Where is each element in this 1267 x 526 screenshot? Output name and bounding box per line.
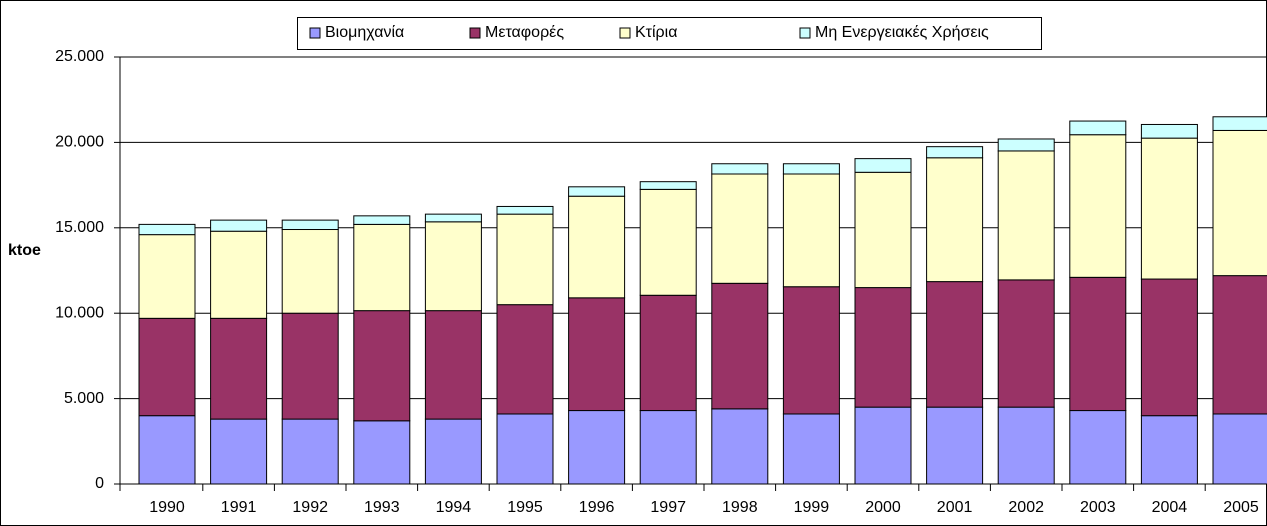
bar-segment (210, 219, 268, 232)
bar-segment (281, 312, 339, 420)
bar-segment (1140, 415, 1198, 485)
legend-swatch (799, 27, 811, 39)
legend-label: Μη Ενεργειακές Χρήσεις (815, 24, 989, 41)
bar-segment (353, 420, 411, 485)
bar-segment (496, 213, 554, 306)
x-tick-label: 1997 (650, 499, 686, 516)
x-tick-label: 1990 (149, 499, 185, 516)
bar-segment (424, 310, 482, 420)
bar-segment (926, 406, 984, 485)
bar-segment (424, 213, 482, 223)
bar-segment (997, 279, 1055, 408)
bar-segment (568, 195, 626, 299)
bar-segment (281, 418, 339, 485)
bar-segment (568, 410, 626, 485)
bar-segment (1140, 278, 1198, 417)
y-tick-label: 10.000 (55, 304, 104, 321)
legend-box (297, 17, 1042, 50)
bar-segment (854, 287, 912, 408)
bar-segment (281, 229, 339, 314)
y-tick-label: 0 (95, 475, 104, 492)
bar-segment (281, 219, 339, 231)
bar-segment (997, 150, 1055, 281)
bar-segment (496, 205, 554, 215)
x-tick-label: 1996 (579, 499, 615, 516)
y-tick-label: 20.000 (55, 134, 104, 151)
bar-segment (1212, 275, 1267, 415)
bar-segment (711, 173, 769, 284)
bar-segment (782, 286, 840, 415)
x-tick-label: 2004 (1152, 499, 1188, 516)
legend-swatch (619, 27, 631, 39)
y-tick-label: 5.000 (64, 390, 104, 407)
bar-segment (210, 418, 268, 485)
x-tick-label: 1993 (364, 499, 400, 516)
bar-segment (711, 282, 769, 410)
x-tick-label: 1995 (507, 499, 543, 516)
bar-segment (353, 223, 411, 312)
bar-segment (424, 418, 482, 485)
bar-segment (568, 297, 626, 412)
x-tick-label: 1994 (436, 499, 472, 516)
y-tick-label: 25.000 (55, 48, 104, 65)
x-tick-label: 1992 (292, 499, 328, 516)
bar-segment (926, 146, 984, 159)
bar-segment (210, 230, 268, 319)
bar-segment (926, 157, 984, 283)
bar-segment (711, 163, 769, 175)
y-tick-label: 15.000 (55, 219, 104, 236)
x-tick-label: 2000 (865, 499, 901, 516)
x-tick-label: 2005 (1223, 499, 1259, 516)
bar-segment (854, 171, 912, 289)
x-tick-label: 2001 (937, 499, 973, 516)
bar-segment (138, 415, 196, 485)
bar-segment (1069, 410, 1127, 485)
legend-swatch (309, 27, 321, 39)
y-axis-label: ktoe (8, 242, 41, 259)
bar-segment (210, 317, 268, 420)
bar-segment (997, 406, 1055, 485)
x-tick-label: 1991 (221, 499, 257, 516)
legend-label: Κτίρια (635, 24, 677, 41)
x-tick-label: 2002 (1008, 499, 1044, 516)
bar-segment (711, 408, 769, 485)
bar-segment (1140, 123, 1198, 139)
bar-segment (639, 188, 697, 296)
bar-segment (353, 215, 411, 225)
bar-segment (353, 310, 411, 422)
bar-segment (138, 317, 196, 417)
bar-segment (782, 163, 840, 175)
bar-segment (639, 410, 697, 485)
bar-segment (1140, 137, 1198, 280)
bar-segment (854, 158, 912, 173)
x-tick-label: 2003 (1080, 499, 1116, 516)
bar-segment (1069, 276, 1127, 412)
bar-segment (138, 234, 196, 319)
legend-label: Βιομηχανία (325, 24, 404, 41)
bar-segment (639, 181, 697, 190)
bar-segment (997, 138, 1055, 152)
bar-segment (782, 173, 840, 288)
x-tick-label: 1998 (722, 499, 758, 516)
bar-segment (1069, 134, 1127, 278)
bar-segment (138, 223, 196, 236)
bar-segment (639, 294, 697, 412)
bar-segment (1212, 129, 1267, 277)
bar-segment (782, 413, 840, 485)
bar-segment (496, 413, 554, 485)
bar-segment (1212, 413, 1267, 485)
x-tick-label: 1999 (794, 499, 830, 516)
legend-swatch (469, 27, 481, 39)
bar-segment (1212, 116, 1267, 131)
bar-segment (568, 186, 626, 197)
bar-segment (926, 281, 984, 408)
bar-segment (1069, 120, 1127, 136)
bar-segment (854, 406, 912, 485)
bar-segment (424, 221, 482, 312)
bar-segment (496, 304, 554, 415)
legend-label: Μεταφορές (485, 24, 564, 41)
